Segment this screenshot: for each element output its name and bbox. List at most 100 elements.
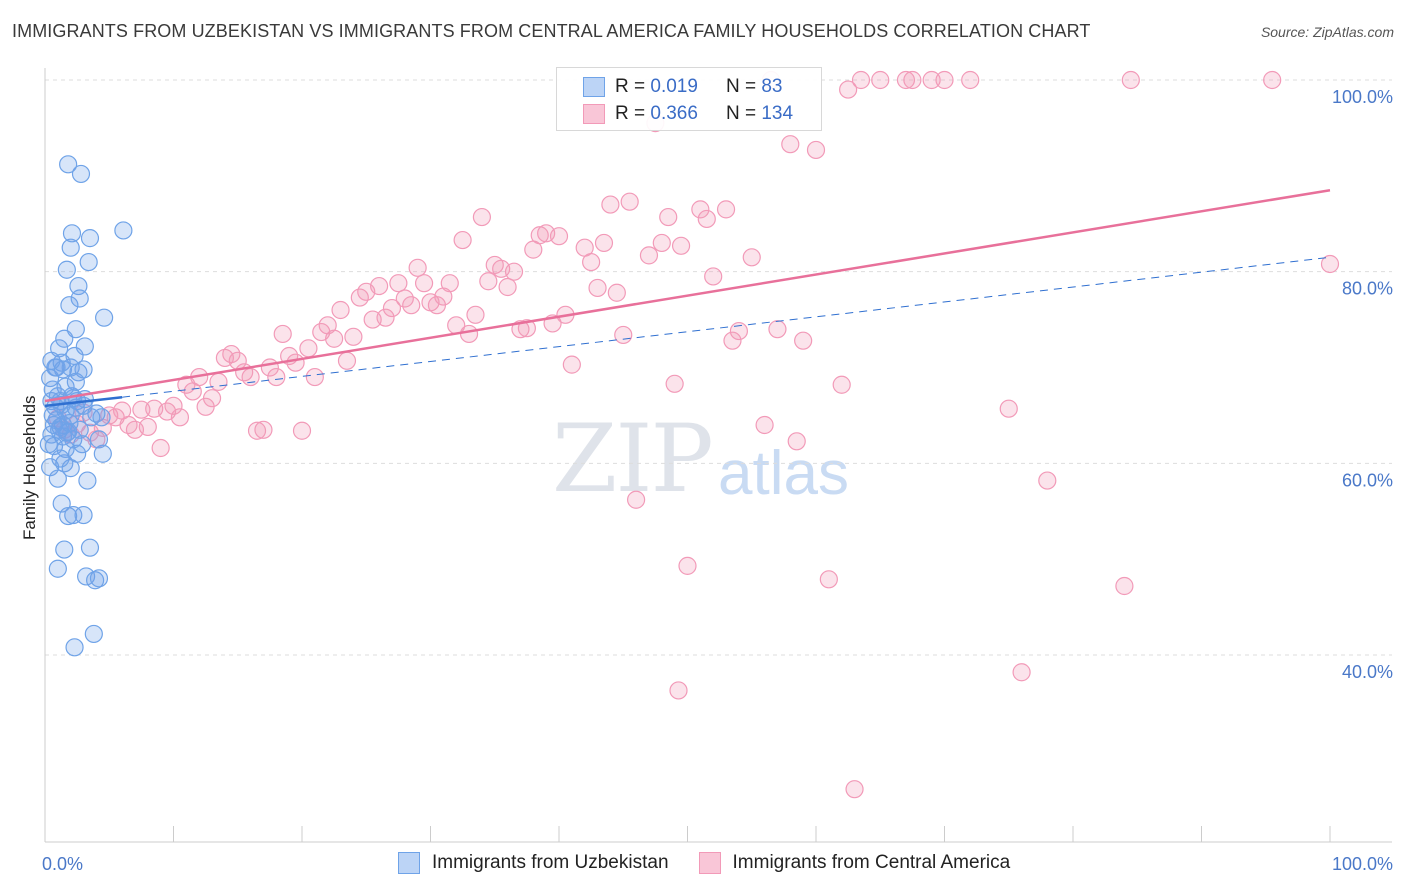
point-uzbekistan: [48, 559, 67, 578]
y-tick-label: 40.0%: [1342, 662, 1393, 682]
legend-n-label: N =: [725, 103, 757, 124]
point-central-america: [292, 421, 312, 440]
point-uzbekistan: [93, 444, 112, 463]
point-central-america: [138, 417, 157, 437]
point-central-america: [241, 367, 260, 387]
legend-item-central-america: Immigrants from Central America: [698, 852, 1011, 874]
legend-label-central-america: Immigrants from Central America: [732, 852, 1011, 873]
point-central-america: [588, 278, 607, 298]
legend-r-label: R =: [615, 103, 646, 124]
point-central-america: [626, 490, 646, 509]
point-central-america: [453, 230, 472, 250]
point-central-america: [787, 432, 806, 451]
point-uzbekistan: [71, 164, 91, 184]
point-central-america: [961, 70, 980, 90]
point-central-america: [472, 207, 491, 227]
point-central-america: [716, 200, 736, 219]
point-central-america: [819, 570, 838, 589]
point-central-america: [408, 258, 427, 277]
point-central-america: [517, 319, 536, 338]
point-central-america: [614, 325, 633, 345]
point-central-america: [922, 70, 941, 90]
point-uzbekistan: [89, 569, 109, 588]
point-uzbekistan: [61, 238, 80, 257]
point-uzbekistan: [42, 351, 61, 370]
point-central-america: [498, 277, 517, 297]
trend-line-uzbekistan: [44, 395, 123, 408]
trend-lines: [44, 188, 1331, 408]
legend-r-label: R =: [615, 76, 646, 97]
point-central-america: [440, 274, 459, 293]
point-central-america: [247, 421, 267, 440]
point-central-america: [376, 308, 395, 327]
point-central-america: [806, 140, 826, 160]
legend-row-central-america: R = 0.366 N = 134: [583, 101, 793, 127]
legend-swatch-pink: [583, 104, 605, 124]
point-central-america: [331, 300, 350, 320]
point-uzbekistan: [59, 155, 78, 174]
point-central-america: [267, 367, 286, 387]
point-central-america: [344, 327, 363, 346]
point-uzbekistan: [80, 229, 100, 248]
chart-source: Source: ZipAtlas.com: [1260, 24, 1394, 40]
y-tick-label: 100.0%: [1332, 87, 1393, 107]
point-uzbekistan: [73, 435, 92, 454]
point-central-america: [305, 367, 324, 387]
point-uzbekistan: [66, 372, 85, 391]
point-central-america: [896, 70, 916, 90]
point-central-america: [607, 283, 626, 302]
legend-item-uzbekistan: Immigrants from Uzbekistan: [398, 852, 669, 874]
point-central-america: [254, 420, 273, 439]
point-central-america: [678, 556, 697, 575]
point-central-america: [382, 298, 402, 318]
point-uzbekistan: [75, 337, 94, 356]
point-central-america: [414, 274, 434, 293]
point-central-america: [1012, 663, 1031, 682]
point-central-america: [325, 329, 344, 348]
legend-label-uzbekistan: Immigrants from Uzbekistan: [432, 852, 669, 873]
point-central-america: [669, 681, 688, 700]
point-central-america: [209, 372, 228, 391]
point-uzbekistan: [59, 506, 78, 526]
legend-swatch-blue: [398, 852, 420, 874]
trend-line-uzbekistan-extension: [122, 256, 1331, 398]
point-central-america: [170, 408, 190, 427]
point-central-america: [273, 324, 292, 344]
point-uzbekistan: [70, 289, 89, 308]
point-central-america: [620, 192, 639, 211]
axes: [44, 68, 1392, 843]
point-central-america: [671, 236, 691, 255]
point-central-america: [781, 135, 800, 154]
watermark-zip: ZIP: [552, 405, 714, 514]
point-uzbekistan: [80, 538, 100, 557]
tick-labels: 40.0% 60.0% 80.0% 100.0% 0.0% 100.0%: [42, 87, 1393, 874]
point-central-america: [1038, 471, 1057, 490]
point-central-america: [999, 399, 1018, 418]
point-uzbekistan: [51, 449, 70, 468]
legend-n-label: N =: [725, 76, 757, 97]
point-central-america: [466, 305, 485, 324]
legend-r-value: 0.019: [650, 76, 698, 97]
series-legend: Immigrants from Uzbekistan Immigrants fr…: [398, 852, 1040, 874]
legend-swatch-pink: [698, 852, 721, 874]
point-uzbekistan: [55, 540, 74, 559]
point-central-america: [479, 272, 498, 291]
point-uzbekistan: [61, 406, 80, 425]
point-central-america: [768, 320, 787, 339]
point-central-america: [459, 324, 479, 344]
point-central-america: [389, 274, 408, 293]
point-uzbekistan: [66, 320, 85, 339]
legend-swatch-blue: [583, 77, 605, 97]
point-central-america: [337, 351, 357, 370]
point-central-america: [729, 321, 749, 341]
point-central-america: [639, 246, 659, 265]
watermark-atlas: atlas: [718, 439, 849, 508]
point-uzbekistan: [68, 444, 87, 463]
point-uzbekistan: [65, 638, 84, 657]
point-central-america: [530, 226, 549, 245]
point-uzbekistan: [79, 252, 98, 272]
point-central-america: [395, 289, 414, 308]
point-central-america: [794, 331, 813, 350]
point-central-america: [202, 389, 222, 408]
point-central-america: [871, 70, 890, 90]
